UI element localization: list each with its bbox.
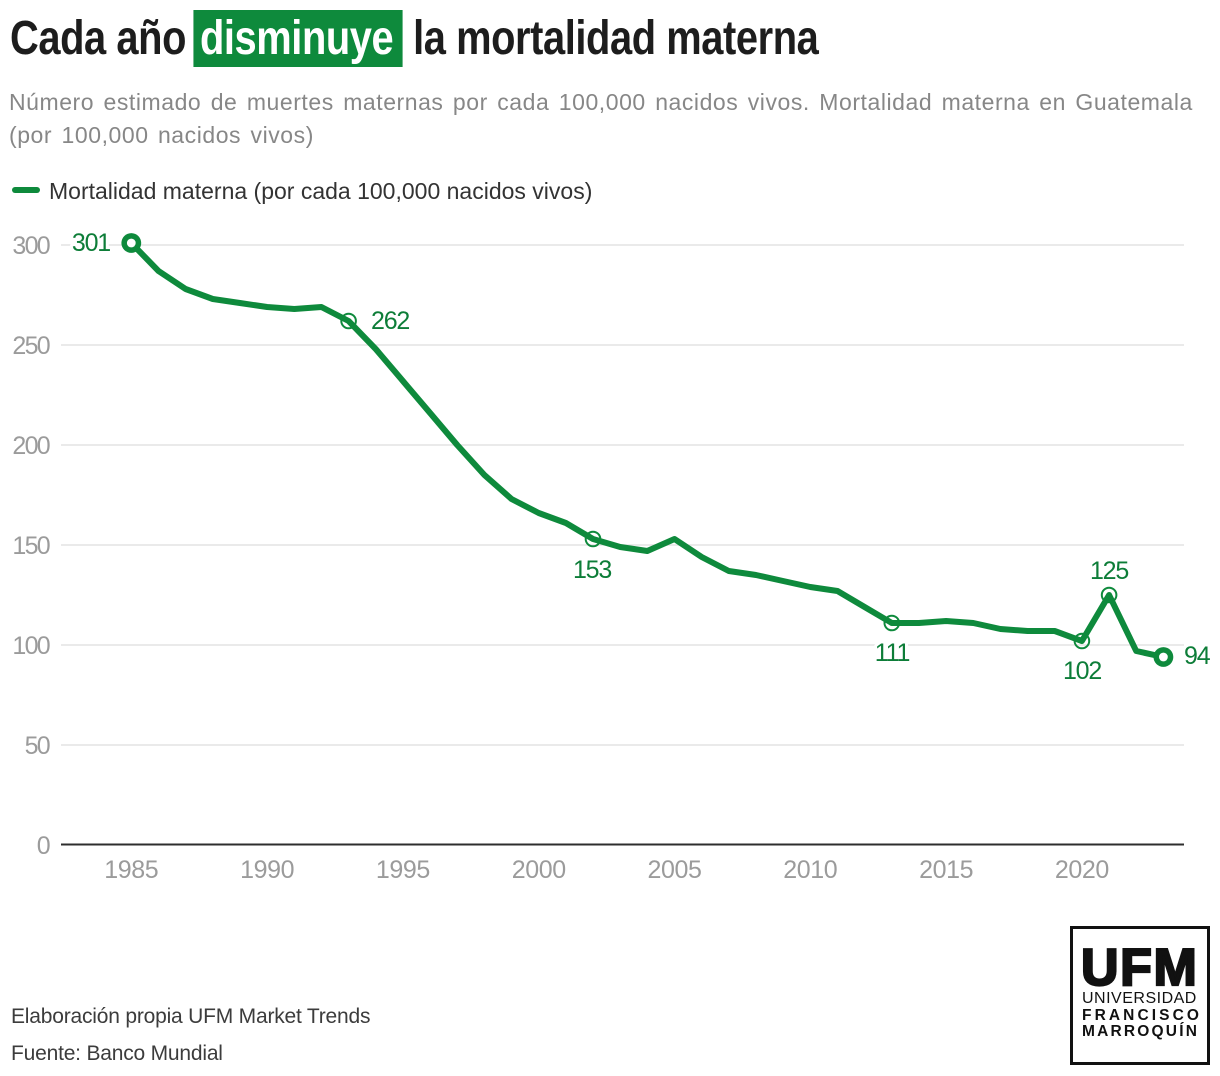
svg-text:2010: 2010 [783, 856, 837, 884]
svg-text:1990: 1990 [240, 856, 294, 884]
svg-text:1995: 1995 [376, 856, 430, 884]
svg-text:102: 102 [1063, 657, 1101, 685]
svg-text:50: 50 [25, 732, 50, 760]
svg-text:200: 200 [12, 432, 49, 460]
svg-text:0: 0 [37, 832, 50, 860]
svg-text:150: 150 [12, 532, 49, 560]
svg-text:250: 250 [12, 332, 49, 360]
svg-text:125: 125 [1090, 557, 1128, 585]
svg-text:1985: 1985 [104, 856, 158, 884]
svg-text:94: 94 [1184, 642, 1211, 670]
svg-text:153: 153 [573, 556, 611, 584]
svg-text:300: 300 [12, 232, 49, 260]
svg-text:2000: 2000 [512, 856, 566, 884]
svg-text:2005: 2005 [647, 856, 701, 884]
svg-text:262: 262 [371, 307, 409, 335]
svg-text:100: 100 [12, 632, 49, 660]
svg-text:2015: 2015 [919, 856, 973, 884]
svg-text:111: 111 [875, 639, 910, 667]
svg-text:301: 301 [72, 229, 110, 257]
svg-text:2020: 2020 [1055, 856, 1109, 884]
